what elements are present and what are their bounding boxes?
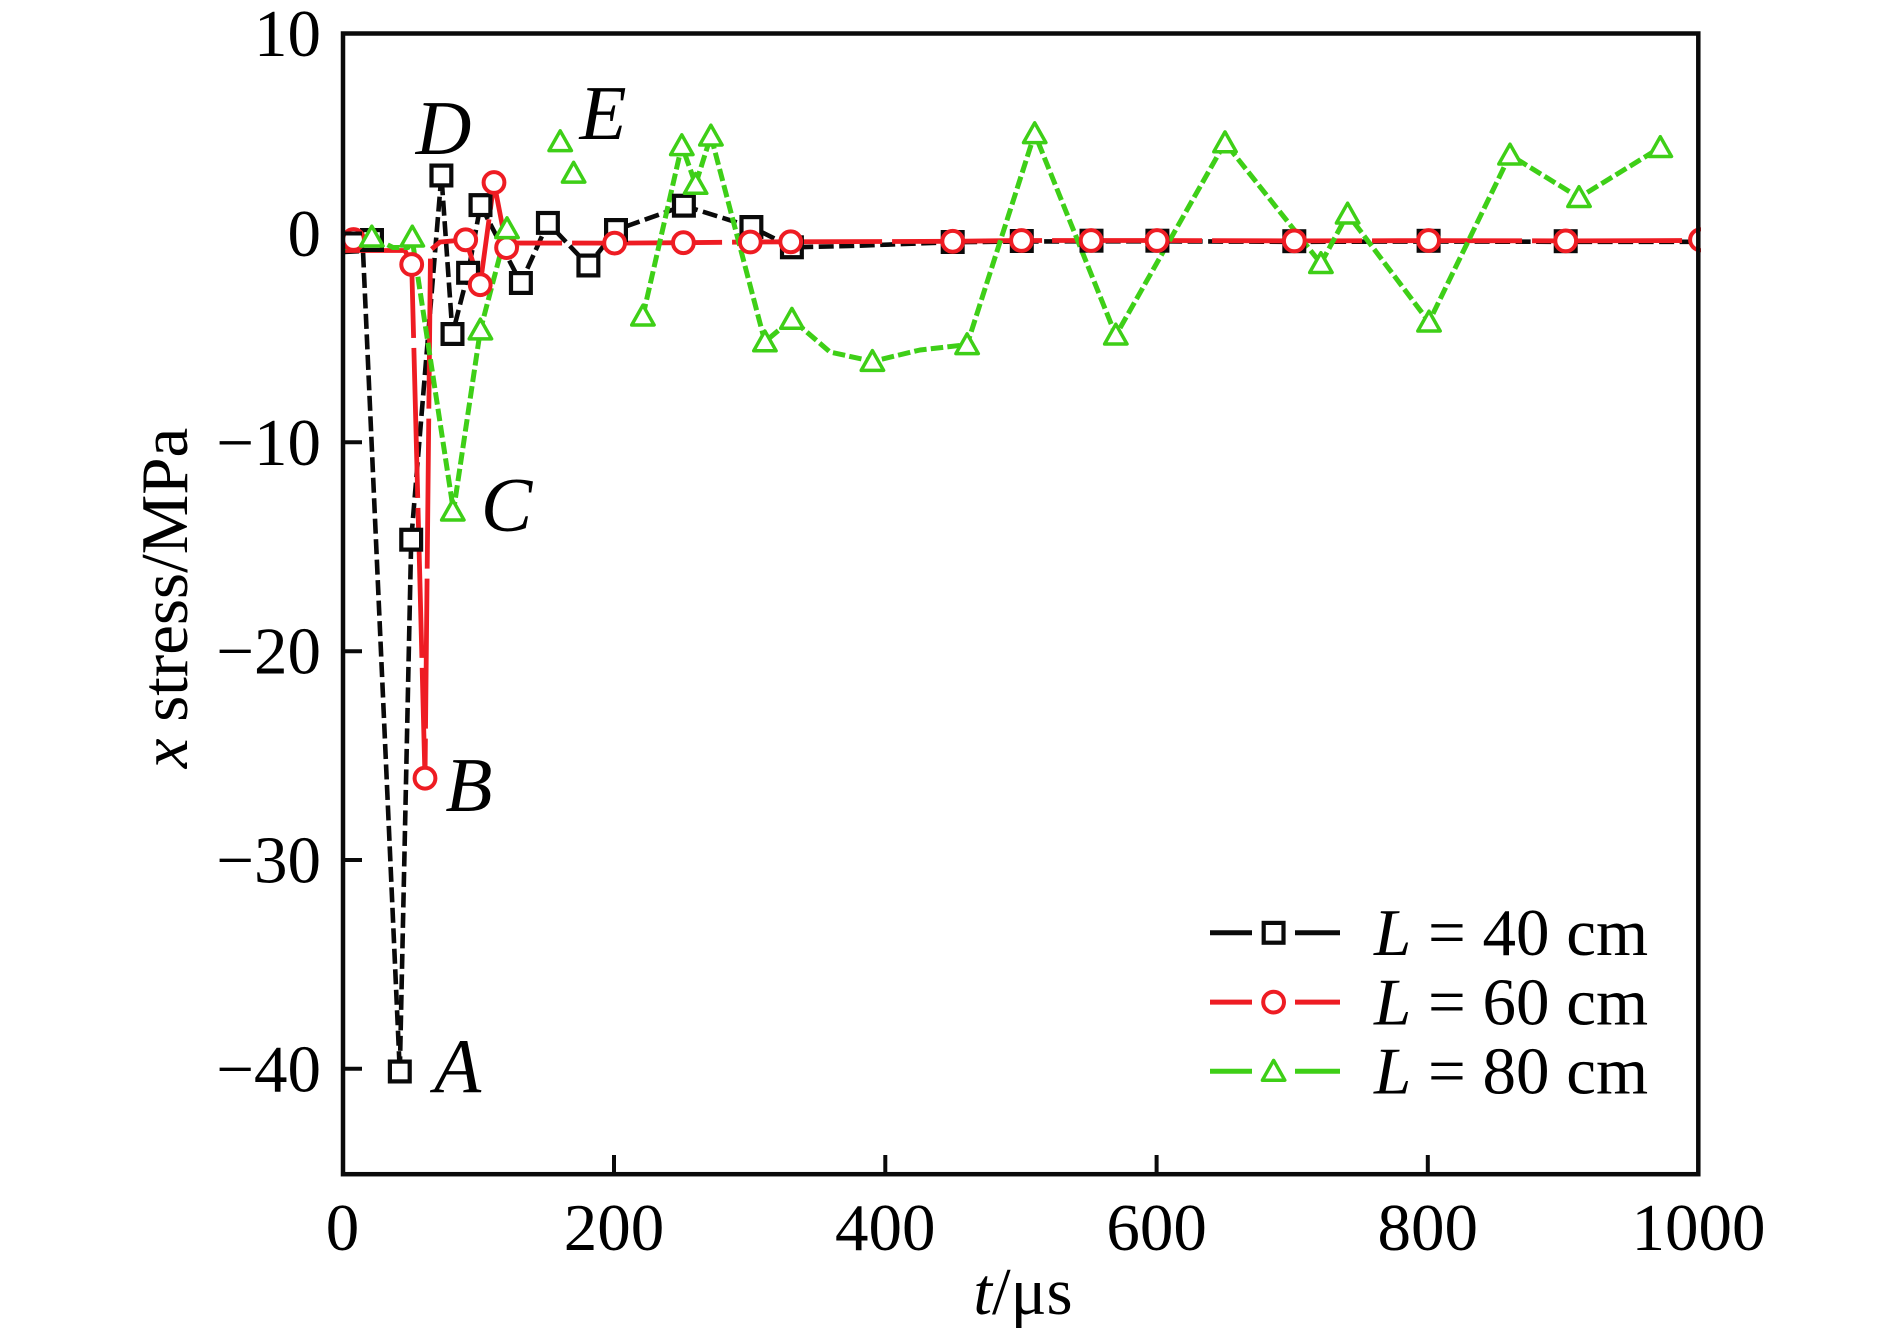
- svg-text:0: 0: [288, 197, 322, 271]
- svg-text:E: E: [578, 70, 626, 156]
- svg-text:10: 10: [254, 0, 321, 71]
- svg-text:400: 400: [835, 1191, 936, 1265]
- svg-text:C: C: [481, 462, 534, 548]
- svg-text:600: 600: [1106, 1191, 1207, 1265]
- svg-text:−10: −10: [216, 406, 321, 480]
- svg-text:1000: 1000: [1632, 1191, 1766, 1265]
- svg-text:−40: −40: [216, 1032, 321, 1106]
- svg-text:800: 800: [1378, 1191, 1479, 1265]
- svg-text:A: A: [429, 1023, 482, 1109]
- svg-text:L = 60 cm: L = 60 cm: [1373, 965, 1648, 1039]
- svg-text:D: D: [415, 85, 472, 171]
- svg-text:−30: −30: [216, 824, 321, 898]
- svg-text:L = 80 cm: L = 80 cm: [1373, 1034, 1648, 1108]
- svg-text:B: B: [445, 742, 492, 828]
- svg-text:−20: −20: [216, 615, 321, 689]
- svg-text:0: 0: [326, 1191, 360, 1265]
- svg-text:200: 200: [564, 1191, 665, 1265]
- svg-text:x stress/MPa: x stress/MPa: [128, 428, 202, 770]
- svg-text:L = 40 cm: L = 40 cm: [1373, 896, 1648, 970]
- svg-text:t/μs: t/μs: [973, 1255, 1072, 1329]
